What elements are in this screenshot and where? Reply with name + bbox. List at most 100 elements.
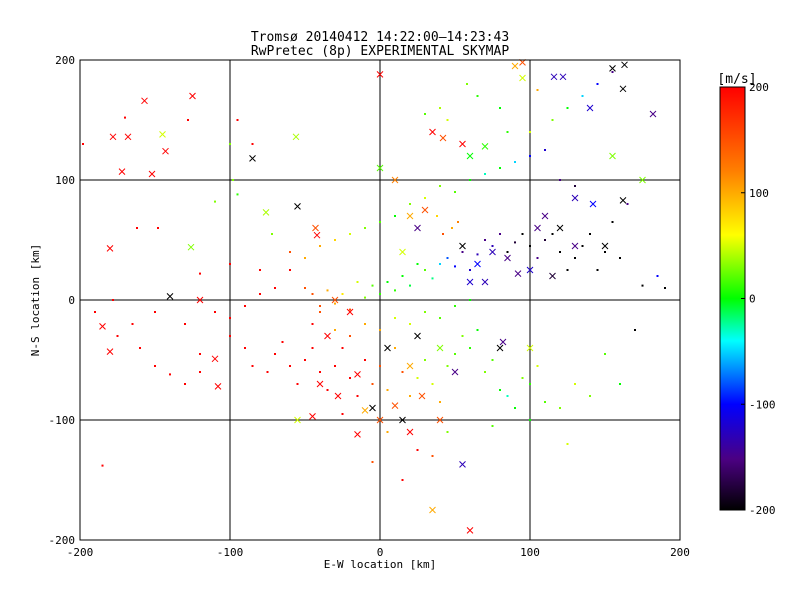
data-point-dot	[229, 263, 231, 265]
data-point-x	[619, 197, 627, 204]
data-point-dot	[491, 425, 494, 427]
data-point-x	[141, 97, 148, 105]
x-tick-label: 200	[670, 546, 690, 559]
data-point-dot	[259, 293, 261, 295]
data-point-dot	[484, 371, 486, 373]
data-point-dot	[664, 287, 666, 289]
data-point-dot	[446, 365, 449, 367]
data-point-dot	[289, 269, 291, 271]
data-point-dot	[499, 233, 501, 235]
data-point-dot	[394, 347, 396, 349]
data-point-dot	[356, 281, 359, 283]
data-point-x	[162, 147, 169, 155]
data-point-dot	[349, 335, 351, 337]
data-point-x	[99, 323, 106, 330]
data-point-dot	[506, 395, 509, 397]
data-point-x	[586, 104, 594, 112]
data-point-x	[316, 380, 324, 388]
data-point-x	[414, 332, 421, 340]
data-point-x	[609, 152, 616, 160]
data-point-x	[639, 176, 646, 184]
data-point-dot	[469, 179, 471, 181]
data-point-dot	[589, 233, 591, 235]
data-point-dot	[431, 277, 434, 280]
data-point-x	[189, 92, 196, 100]
data-point-dot	[457, 221, 459, 223]
data-point-dot	[274, 287, 276, 289]
data-point-x	[459, 242, 466, 250]
data-point-dot	[319, 245, 321, 247]
data-point-dot	[116, 335, 119, 337]
data-point-dot	[559, 407, 561, 409]
data-point-dot	[371, 284, 374, 287]
data-point-dot	[124, 116, 126, 119]
data-point-dot	[416, 449, 419, 451]
data-point-x	[196, 296, 204, 304]
data-point-dot	[544, 401, 546, 403]
data-point-dot	[319, 305, 321, 307]
data-point-x	[504, 254, 511, 262]
data-point-dot	[386, 431, 389, 433]
x-tick-label: 0	[377, 546, 384, 559]
data-point-dot	[454, 305, 456, 307]
data-point-x	[514, 270, 522, 277]
data-point-dot	[229, 335, 231, 337]
data-point-dot	[232, 179, 234, 181]
data-point-dot	[154, 311, 156, 313]
data-point-x	[391, 402, 399, 409]
data-point-dot	[326, 289, 329, 292]
data-point-dot	[574, 185, 576, 187]
data-point-dot	[236, 193, 239, 196]
data-point-dot	[364, 227, 366, 229]
y-axis-label: N-S location [km]	[29, 244, 42, 357]
data-point-dot	[296, 383, 299, 385]
colorbar-tick-label: -100	[749, 398, 776, 411]
data-point-x	[384, 344, 391, 352]
data-point-x	[609, 65, 616, 72]
data-point-dot	[506, 131, 509, 133]
y-axis: -200 -100 0 100 200	[49, 54, 76, 547]
data-point-dot	[304, 359, 306, 361]
colorbar	[719, 86, 746, 511]
data-point-dot	[341, 293, 344, 295]
data-point-x	[459, 461, 466, 468]
data-point-dot	[136, 227, 138, 229]
data-point-dot	[326, 389, 329, 391]
data-point-x	[489, 248, 496, 256]
data-point-dot	[154, 365, 156, 367]
data-point-dot	[401, 275, 404, 277]
data-point-dot	[409, 395, 411, 397]
data-point-x	[406, 212, 414, 220]
data-point-dot	[214, 311, 216, 313]
data-point-dot	[229, 143, 231, 145]
data-point-dot	[536, 257, 539, 259]
data-point-dot	[334, 302, 336, 305]
data-point-x	[589, 200, 597, 208]
data-point-x	[474, 260, 481, 268]
data-point-dot	[604, 251, 606, 253]
data-point-dot	[514, 241, 516, 244]
colorbar-unit: [m/s]	[717, 72, 756, 87]
data-point-x	[369, 404, 376, 412]
data-point-dot	[439, 107, 441, 109]
data-point-dot	[529, 383, 531, 385]
data-point-dot	[319, 371, 321, 373]
data-point-x	[481, 143, 489, 150]
data-point-x	[159, 131, 166, 138]
data-point-x	[309, 413, 316, 420]
data-point-dot	[466, 83, 468, 85]
data-point-dot	[446, 431, 449, 433]
data-point-x	[421, 206, 429, 214]
data-point-dot	[439, 185, 441, 187]
colorbar-ticks: 200 100 0 -100 -200	[741, 81, 776, 517]
data-point-dot	[364, 359, 366, 361]
data-point-dot	[199, 272, 201, 275]
data-point-dot	[184, 383, 186, 385]
data-point-x	[559, 73, 567, 81]
data-point-dot	[634, 329, 636, 331]
data-point-dot	[469, 299, 471, 301]
data-point-dot	[356, 395, 359, 397]
data-point-dot	[289, 365, 291, 367]
grid-lines	[79, 59, 681, 541]
data-point-dot	[334, 239, 336, 241]
